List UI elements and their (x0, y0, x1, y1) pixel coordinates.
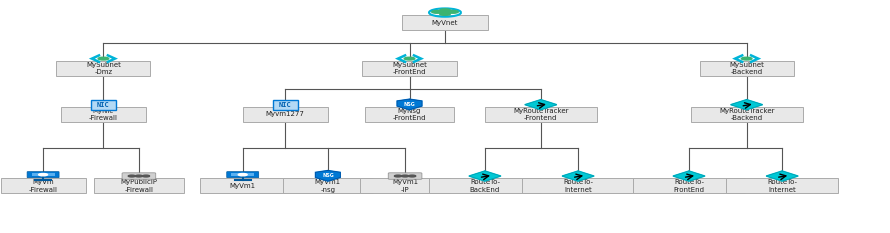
FancyBboxPatch shape (91, 99, 116, 110)
Circle shape (239, 174, 247, 176)
Polygon shape (397, 99, 422, 110)
FancyBboxPatch shape (362, 61, 457, 76)
FancyBboxPatch shape (227, 172, 259, 178)
Text: MyVm1
-nsg: MyVm1 -nsg (315, 179, 341, 193)
Circle shape (98, 57, 109, 60)
Circle shape (142, 175, 150, 177)
Text: MyNsg
-FrontEnd: MyNsg -FrontEnd (392, 108, 426, 121)
Text: MyVm
-Firewall: MyVm -Firewall (28, 179, 58, 193)
Polygon shape (562, 171, 594, 181)
Text: RouteTo-
BackEnd: RouteTo- BackEnd (470, 179, 500, 193)
Circle shape (741, 57, 752, 60)
Circle shape (394, 175, 401, 177)
Text: MyVnet: MyVnet (432, 20, 458, 26)
FancyBboxPatch shape (402, 15, 488, 30)
Text: MyRouteTracker
-Backend: MyRouteTracker -Backend (719, 108, 774, 121)
Text: RouteTo-
Internet: RouteTo- Internet (563, 179, 593, 193)
Circle shape (448, 10, 458, 13)
Text: MyVm1
-IP: MyVm1 -IP (392, 179, 418, 193)
Text: RouteTo-
FrontEnd: RouteTo- FrontEnd (674, 179, 705, 193)
Text: NSG: NSG (404, 102, 416, 107)
Text: MySubnet
-FrontEnd: MySubnet -FrontEnd (392, 62, 427, 75)
Polygon shape (673, 171, 705, 181)
FancyBboxPatch shape (485, 107, 596, 122)
FancyBboxPatch shape (243, 107, 328, 122)
Text: MySubnet
-Backend: MySubnet -Backend (729, 62, 765, 75)
Polygon shape (315, 171, 340, 181)
FancyBboxPatch shape (429, 178, 541, 193)
Circle shape (128, 175, 135, 177)
FancyBboxPatch shape (388, 173, 422, 179)
Circle shape (440, 13, 450, 15)
FancyBboxPatch shape (273, 99, 298, 110)
Circle shape (440, 9, 450, 12)
FancyBboxPatch shape (700, 61, 794, 76)
Circle shape (38, 174, 47, 176)
Text: NIC: NIC (279, 102, 292, 108)
FancyBboxPatch shape (691, 107, 803, 122)
FancyBboxPatch shape (200, 178, 286, 193)
Polygon shape (731, 99, 763, 110)
Polygon shape (469, 171, 501, 181)
Circle shape (135, 175, 142, 177)
Polygon shape (766, 171, 798, 181)
FancyBboxPatch shape (633, 178, 745, 193)
Text: NIC: NIC (97, 102, 109, 108)
Text: MyVm1: MyVm1 (230, 183, 255, 189)
FancyBboxPatch shape (122, 173, 156, 179)
FancyBboxPatch shape (522, 178, 634, 193)
FancyBboxPatch shape (365, 107, 454, 122)
FancyBboxPatch shape (231, 173, 255, 176)
Text: Myvm1277: Myvm1277 (266, 111, 304, 117)
Circle shape (432, 10, 442, 13)
FancyBboxPatch shape (56, 61, 150, 76)
FancyBboxPatch shape (726, 178, 838, 193)
Text: MyPublicIP
-Firewall: MyPublicIP -Firewall (120, 179, 158, 193)
FancyBboxPatch shape (61, 107, 146, 122)
Text: NSG: NSG (322, 173, 334, 178)
FancyBboxPatch shape (283, 178, 373, 193)
Circle shape (409, 175, 416, 177)
Text: MyNic
-Firewall: MyNic -Firewall (89, 108, 117, 121)
Circle shape (404, 57, 415, 60)
FancyBboxPatch shape (31, 173, 54, 176)
Circle shape (401, 175, 409, 177)
FancyBboxPatch shape (360, 178, 449, 193)
FancyBboxPatch shape (1, 178, 85, 193)
FancyBboxPatch shape (94, 178, 183, 193)
Polygon shape (525, 99, 557, 110)
Text: MySubnet
-Dmz: MySubnet -Dmz (86, 62, 121, 75)
Text: MyRouteTracker
-Frontend: MyRouteTracker -Frontend (513, 108, 569, 121)
Text: RouteTo-
Internet: RouteTo- Internet (767, 179, 797, 193)
FancyBboxPatch shape (27, 172, 59, 178)
